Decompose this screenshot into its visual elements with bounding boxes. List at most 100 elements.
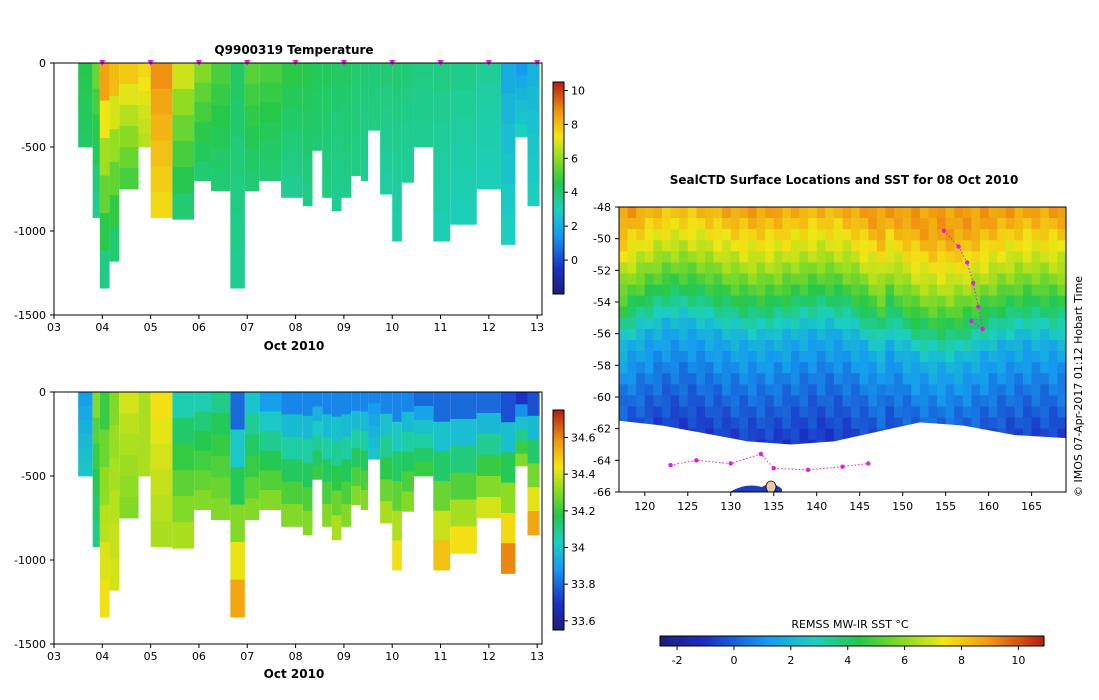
- sst-cell: [730, 395, 740, 408]
- sst-cell: [928, 384, 938, 397]
- sst-cell: [876, 317, 887, 330]
- sst-cell: [954, 417, 964, 430]
- cast-column: [392, 392, 402, 571]
- sst-cell: [825, 207, 835, 219]
- colorbar-tick-label: 34.2: [571, 505, 596, 518]
- sst-cell: [619, 384, 629, 397]
- sst-cell: [962, 328, 973, 341]
- cast-cell: [244, 498, 260, 521]
- sst-cell: [627, 273, 637, 286]
- sst-cell: [670, 317, 680, 330]
- sst-cell: [1057, 251, 1066, 264]
- sst-cell: [679, 273, 689, 286]
- sst-cell: [790, 284, 801, 297]
- cast-cell: [360, 161, 369, 181]
- sst-cell: [833, 273, 844, 286]
- sst-cell: [687, 406, 697, 419]
- cast-cell: [331, 87, 342, 113]
- cast-cell: [119, 392, 139, 414]
- sst-cell: [773, 328, 783, 341]
- sst-cell: [799, 317, 809, 330]
- sst-cell: [782, 262, 792, 275]
- sst-map-frame: [618, 206, 1067, 493]
- cast-cell: [433, 122, 451, 153]
- cast-cell: [302, 463, 313, 488]
- sst-cell: [653, 295, 663, 308]
- cast-column: [211, 63, 231, 192]
- cast-cell: [211, 413, 231, 435]
- sst-cell: [670, 373, 680, 385]
- cast-cell: [331, 112, 342, 138]
- sst-cell: [911, 218, 921, 230]
- sst-cell: [627, 306, 637, 319]
- cast-cell: [392, 152, 402, 183]
- cast-cell: [413, 434, 434, 449]
- sst-cell: [954, 362, 964, 374]
- sst-cell: [799, 351, 809, 363]
- sst-cell: [954, 207, 964, 219]
- cast-cell: [527, 110, 540, 135]
- sst-cell: [644, 384, 654, 397]
- sst-cell: [713, 340, 723, 352]
- temperature-x-ticks: 03 04 05 06 07 08 09 10 11 12 13: [47, 315, 544, 334]
- cast-column: [476, 392, 501, 519]
- cast-cell: [413, 133, 434, 148]
- sst-cell: [747, 340, 758, 352]
- sst-cell: [1048, 373, 1059, 385]
- sst-cell: [636, 273, 646, 286]
- sst-cell: [971, 273, 981, 286]
- sst-cell: [1040, 218, 1050, 230]
- sst-cell: [980, 384, 990, 397]
- sst-cell: [937, 406, 947, 419]
- sst-cell: [902, 395, 912, 408]
- sst-cell: [962, 306, 973, 319]
- sst-cell: [808, 328, 818, 341]
- cast-column: [92, 392, 100, 547]
- sst-cell: [790, 428, 801, 441]
- sst-cell: [765, 317, 775, 330]
- sst-cell: [894, 262, 904, 275]
- cast-cell: [433, 510, 451, 541]
- cast-cell: [109, 195, 120, 229]
- cast-cell: [527, 158, 540, 183]
- sst-cell: [1005, 351, 1016, 363]
- sst-cell: [851, 384, 861, 397]
- sst-cell: [859, 218, 869, 230]
- colorbar-tick-label: 34: [571, 542, 585, 555]
- sst-cell: [919, 295, 930, 308]
- cast-cell: [433, 540, 451, 571]
- sst-cell: [885, 406, 895, 419]
- sst-cell: [687, 295, 697, 308]
- map-x-tick-label: 150: [892, 500, 913, 513]
- sst-cell: [1005, 218, 1016, 230]
- sst-cell: [696, 295, 706, 308]
- sst-cell: [704, 406, 715, 419]
- sst-cell: [730, 295, 740, 308]
- sst-cell: [1057, 395, 1066, 408]
- cast-cell: [302, 110, 313, 135]
- sst-cell: [627, 262, 637, 275]
- temperature-x-label: Oct 2010: [264, 339, 325, 353]
- sst-cell: [868, 384, 878, 397]
- cast-cell: [172, 167, 195, 194]
- sst-cell: [816, 428, 826, 441]
- sst-cell: [885, 384, 895, 397]
- sst-cell: [627, 373, 637, 385]
- sst-cell: [1040, 295, 1050, 308]
- sst-cell: [1048, 417, 1059, 430]
- sst-cell: [670, 284, 680, 297]
- sst-cell: [679, 351, 689, 363]
- sst-cell: [945, 317, 955, 330]
- sst-cell: [971, 207, 981, 219]
- cast-cell: [368, 85, 381, 97]
- cast-cell: [138, 63, 151, 78]
- sst-cell: [954, 351, 964, 363]
- cast-cell: [413, 420, 434, 435]
- y-tick-label: -1500: [14, 638, 46, 651]
- sst-cell: [937, 207, 947, 219]
- cast-cell: [259, 450, 282, 471]
- sst-cell: [816, 207, 826, 219]
- sst-cell: [859, 295, 869, 308]
- sst-cell: [756, 351, 766, 363]
- sst-cell: [911, 384, 921, 397]
